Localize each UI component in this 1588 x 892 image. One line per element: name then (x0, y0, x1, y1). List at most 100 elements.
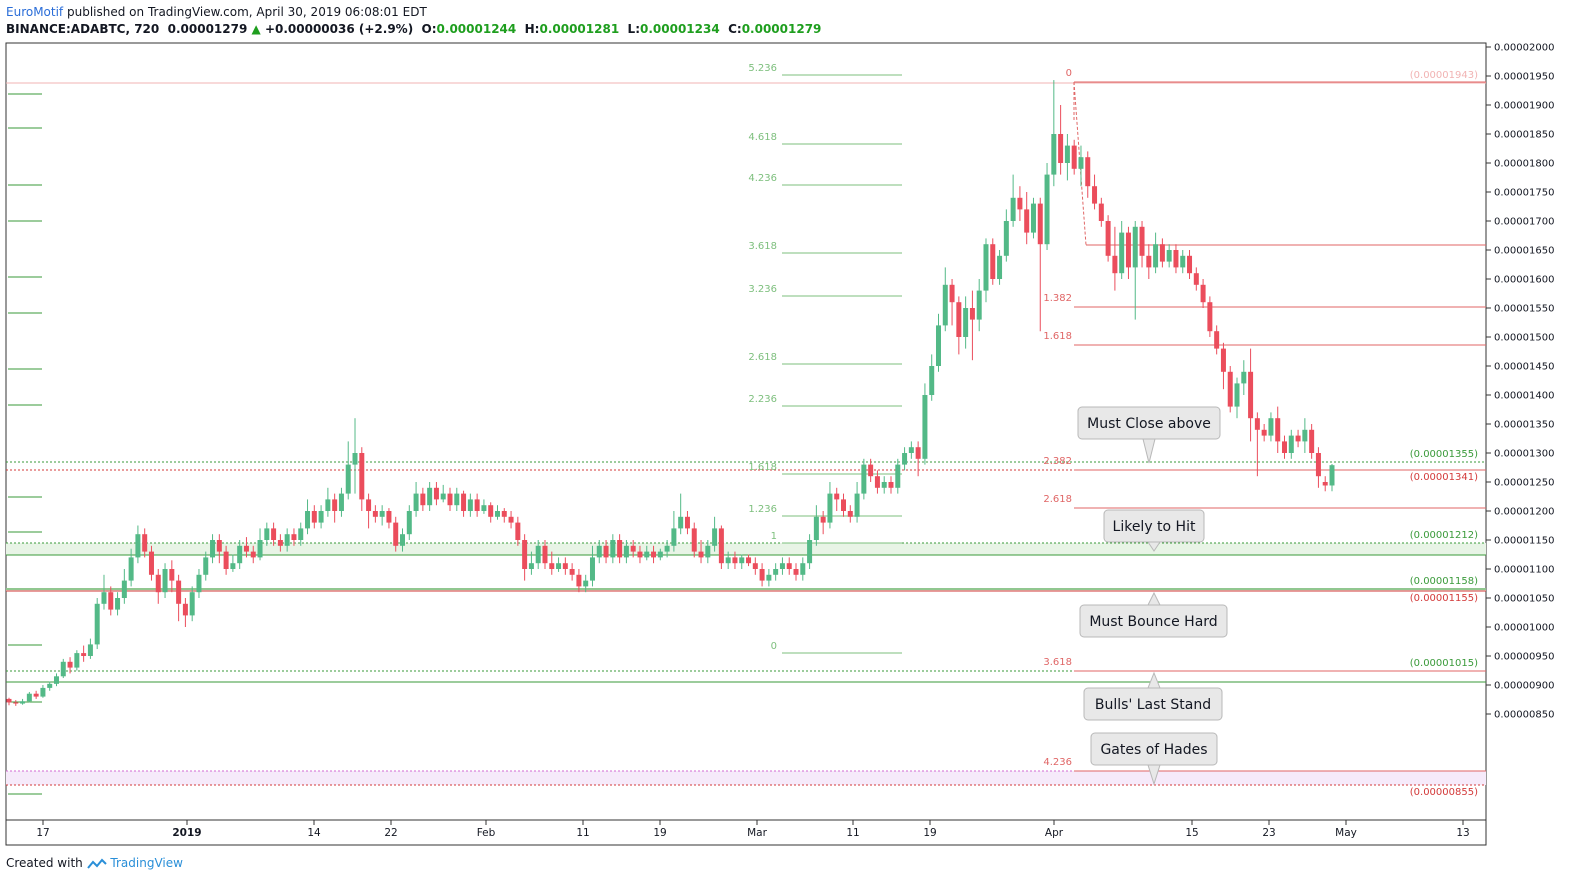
publish-line: EuroMotif published on TradingView.com, … (6, 5, 427, 19)
open-label: O: (421, 22, 437, 36)
fib-extension-green: 5.236 4.618 4.236 3.618 3.236 2.618 2.236 1.618… (748, 63, 902, 654)
price-tick-label: 0.00001600 (1494, 275, 1554, 286)
candle-body (983, 244, 989, 291)
candle-body (569, 569, 575, 575)
candle-body (779, 563, 785, 569)
candle-body (908, 447, 914, 453)
time-tick-label: 13 (1456, 827, 1469, 839)
fib-green-label: 0 (771, 641, 777, 652)
candle-body (678, 516, 684, 529)
candle-body (949, 284, 955, 303)
price-tick-label: 0.00001350 (1494, 420, 1554, 431)
candlesticks (6, 80, 1335, 706)
candle-body (786, 563, 792, 569)
price-tick-label: 0.00001650 (1494, 246, 1554, 257)
candle-body (210, 540, 216, 558)
candle-body (223, 551, 229, 569)
time-tick-label: 2019 (172, 827, 201, 839)
time-tick-label: 15 (1185, 827, 1198, 839)
level-label: (0.00001341) (1410, 472, 1478, 483)
time-tick-label: Apr (1045, 827, 1064, 839)
candle-body (20, 701, 26, 704)
candle-body (935, 325, 941, 366)
candle-body (657, 551, 663, 558)
candle-body (359, 453, 365, 500)
candle-body (630, 545, 636, 552)
candle-body (1295, 435, 1301, 442)
candle-body (1112, 255, 1118, 274)
candle-body (1017, 197, 1023, 210)
candle-body (691, 528, 697, 552)
level-label: (0.00001015) (1410, 658, 1478, 669)
high-value: 0.00001281 (539, 22, 620, 36)
low-label: L: (627, 22, 640, 36)
candle-body (53, 676, 59, 684)
price-tick-label: 0.00001250 (1494, 478, 1554, 489)
fib-red-label: 3.618 (1043, 657, 1072, 668)
candle-body (1261, 429, 1267, 436)
candle-body (1282, 441, 1288, 453)
tradingview-link[interactable]: TradingView (110, 856, 183, 870)
candle-body (854, 493, 860, 517)
callout-pointer (1142, 438, 1156, 464)
candle-body (94, 603, 100, 645)
time-tick-label: 17 (36, 827, 49, 839)
price-tick-label: 0.00001200 (1494, 507, 1554, 518)
price-tick-label: 0.00001000 (1494, 623, 1554, 634)
callout-text: Likely to Hit (1113, 519, 1196, 535)
candle-body (400, 534, 406, 546)
fib-green-label: 4.236 (748, 173, 777, 184)
candle-body (40, 687, 46, 697)
candle-body (603, 545, 609, 558)
candle-body (108, 592, 114, 610)
candle-body (576, 574, 582, 587)
candle-body (325, 499, 331, 511)
candle-body (1078, 157, 1084, 169)
candle-body (881, 482, 887, 488)
zone-bands (6, 543, 1486, 785)
time-tick-label: Mar (747, 827, 767, 839)
level-label: (0.00001155) (1410, 593, 1478, 604)
candle-body (963, 308, 969, 337)
candle-body (556, 563, 562, 569)
candle-body (1315, 453, 1321, 477)
candle-body (47, 683, 53, 688)
candle-body (338, 493, 344, 511)
callout-box (1083, 687, 1223, 721)
candle-body (725, 557, 731, 564)
candle-body (800, 563, 806, 575)
candle-body (481, 505, 487, 511)
price-tick-label: 0.00000900 (1494, 681, 1554, 692)
candle-body (1085, 157, 1091, 187)
candle-body (847, 511, 853, 517)
time-tick-label: 11 (846, 827, 859, 839)
candle-body (433, 487, 439, 500)
price-axis: 0.00002000 0.00001950 0.00001900 0.00001850… (1486, 43, 1554, 721)
price-tick-label: 0.00001400 (1494, 391, 1554, 402)
price-tick-label: 0.00001750 (1494, 188, 1554, 199)
candle-body (1254, 418, 1260, 430)
candle-body (379, 511, 385, 517)
candle-body (773, 569, 779, 575)
candle-body (752, 563, 758, 569)
candle-body (820, 516, 826, 523)
callout-box (1103, 509, 1205, 543)
fib-red-label: 1.618 (1043, 331, 1072, 342)
candle-body (182, 603, 188, 616)
candle-body (956, 302, 962, 337)
candle-body (1132, 226, 1138, 268)
candle-body (895, 464, 901, 488)
candle-body (250, 551, 256, 558)
tradingview-logo-icon (86, 858, 107, 870)
candle-body (74, 653, 80, 668)
author-link[interactable]: EuroMotif (6, 5, 64, 19)
candle-body (888, 482, 894, 488)
callout-pointer (1147, 591, 1161, 606)
candle-body (1098, 203, 1104, 221)
candle-body (1180, 255, 1186, 268)
callout-text: Gates of Hades (1100, 742, 1207, 758)
candle-body (651, 551, 657, 558)
fib-red-label: 2.382 (1043, 456, 1072, 467)
candle-body (874, 476, 880, 488)
